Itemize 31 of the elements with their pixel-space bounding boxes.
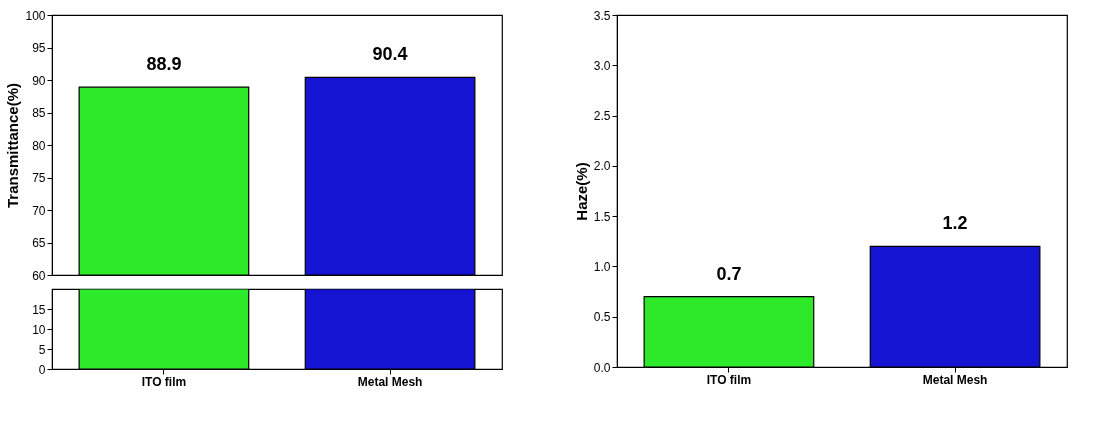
x-tick-label: Metal Mesh [357, 374, 423, 389]
y-tick-label: 2.5 [593, 109, 611, 124]
y-tick-label: 90 [32, 73, 46, 88]
y-tick-label: 10 [32, 322, 46, 337]
y-tick-label: 70 [32, 203, 46, 218]
y-tick-label: 2.0 [593, 159, 611, 174]
y-tick-label: 3.5 [593, 8, 611, 23]
y-tick-label: 80 [32, 138, 46, 153]
y-tick-label: 1.0 [593, 259, 611, 274]
y-tick-label: 5 [38, 342, 46, 357]
data-label: 90.4 [372, 44, 408, 65]
y-tick-label: 75 [32, 171, 46, 185]
y-tick-label: 3.0 [593, 58, 611, 73]
x-tick-label: Metal Mesh [922, 372, 988, 387]
y-tick-label: 1.5 [593, 209, 611, 224]
data-label: 1.2 [942, 213, 968, 234]
y-axis-title: Transmittance(%) [4, 82, 22, 209]
y-axis-title: Haze(%) [572, 162, 590, 221]
y-tick-label: 65 [32, 236, 46, 250]
data-label: 88.9 [146, 54, 182, 75]
y-tick-label: 100 [25, 8, 46, 23]
y-tick-label: 0 [38, 362, 46, 377]
x-tick-label: ITO film [706, 372, 752, 387]
y-tick-label: 0.0 [593, 360, 611, 375]
x-tick-label: ITO film [141, 374, 187, 389]
y-tick-label: 85 [32, 106, 46, 120]
y-tick-label: 15 [32, 302, 46, 317]
data-label: 0.7 [716, 263, 742, 284]
y-tick-label: 0.5 [593, 310, 611, 325]
y-tick-label: 60 [32, 268, 46, 283]
y-tick-label: 95 [32, 41, 46, 55]
